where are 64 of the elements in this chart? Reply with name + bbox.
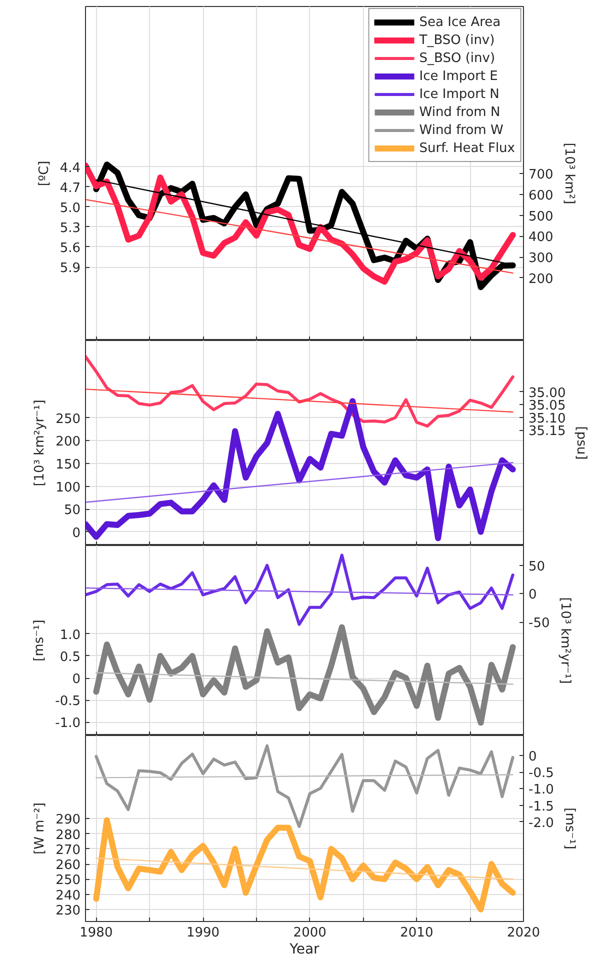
y2-tick-label: -1.5 <box>528 799 554 814</box>
y2-tick-label: -0.5 <box>528 766 554 782</box>
y2-tick-label: -50 <box>528 616 550 632</box>
y2-tick-label: 300 <box>528 251 554 266</box>
y2-tick-label: 35.10 <box>528 411 566 426</box>
y2-tick-label: -2.0 <box>528 816 554 831</box>
y-tick-label: 50 <box>64 503 81 518</box>
y-tick-label: 240 <box>56 888 81 904</box>
y2-tick-label: 35.15 <box>528 424 566 440</box>
y-tick-label: 0.5 <box>60 650 81 665</box>
y2-tick-label: -1.0 <box>528 782 554 798</box>
y2-tick-label: 35.00 <box>528 386 566 401</box>
y-tick-label: 4.4 <box>60 160 81 176</box>
y-tick-label: 250 <box>56 873 81 888</box>
legend-label: T_BSO (inv) <box>419 32 495 48</box>
y-axis-title: [ms⁻¹] <box>32 620 48 662</box>
y2-tick-label: 600 <box>528 188 554 204</box>
y2-tick-label: 700 <box>528 168 554 182</box>
y2-tick-label: 50 <box>528 559 546 574</box>
y2-tick-label: 0 <box>528 588 537 603</box>
legend-label: Surf. Heat Flux <box>419 140 515 156</box>
y-tick-label: 280 <box>56 828 81 843</box>
y-tick-label: 5.6 <box>60 240 81 256</box>
y2-tick-label: 200 <box>528 272 554 287</box>
legend-label: Wind from N <box>419 104 500 120</box>
legend-label: Ice Import E <box>419 68 498 84</box>
y-tick-label: 5.0 <box>60 200 81 216</box>
legend-label: Wind from W <box>419 122 504 138</box>
y-tick-label: 290 <box>56 812 81 828</box>
x-tick-label: 1980 <box>80 926 113 940</box>
y-tick-label: 5.9 <box>60 261 81 276</box>
y2-axis-title: [10³ km²yr⁻¹] <box>558 597 573 684</box>
x-tick-label: 2020 <box>506 926 540 940</box>
y2-axis-title: [10³ km²] <box>561 142 576 204</box>
y-axis-title: [10³ km²yr⁻¹] <box>32 400 48 486</box>
y-tick-label: 270 <box>56 842 81 858</box>
x-axis-title: Year <box>288 942 320 958</box>
y-axis-title: [W m⁻²] <box>32 802 48 854</box>
y2-axis-title: [ms⁻¹] <box>562 808 577 850</box>
y2-tick-label: 400 <box>528 230 554 246</box>
y-tick-label: 150 <box>56 458 81 472</box>
y-tick-label: -1.0 <box>55 716 81 732</box>
legend-label: S_BSO (inv) <box>419 50 496 66</box>
y-tick-label: -0.5 <box>55 694 81 710</box>
y2-tick-label: 0 <box>528 749 537 764</box>
y-tick-label: 0 <box>72 672 81 688</box>
y-axis-title: [ºC] <box>36 160 52 186</box>
y-tick-label: 5.3 <box>60 220 81 236</box>
y-tick-label: 100 <box>56 480 81 496</box>
y-tick-label: 250 <box>56 412 81 427</box>
y-tick-label: 200 <box>56 434 81 450</box>
y2-axis-title: [psu] <box>574 426 589 460</box>
y2-tick-label: 500 <box>528 209 554 224</box>
y-tick-label: 260 <box>56 858 81 874</box>
y-tick-label: 1.0 <box>60 628 81 643</box>
y-tick-label: 230 <box>56 903 81 918</box>
y2-tick-label: 35.05 <box>528 398 566 414</box>
y-tick-label: 0 <box>72 526 81 541</box>
y-tick-label: 4.7 <box>60 180 81 196</box>
x-tick-label: 2000 <box>293 926 326 940</box>
x-tick-label: 1990 <box>186 926 220 940</box>
x-tick-label: 2010 <box>400 926 434 940</box>
legend-label: Ice Import N <box>419 86 500 102</box>
legend-label: Sea Ice Area <box>419 14 501 30</box>
